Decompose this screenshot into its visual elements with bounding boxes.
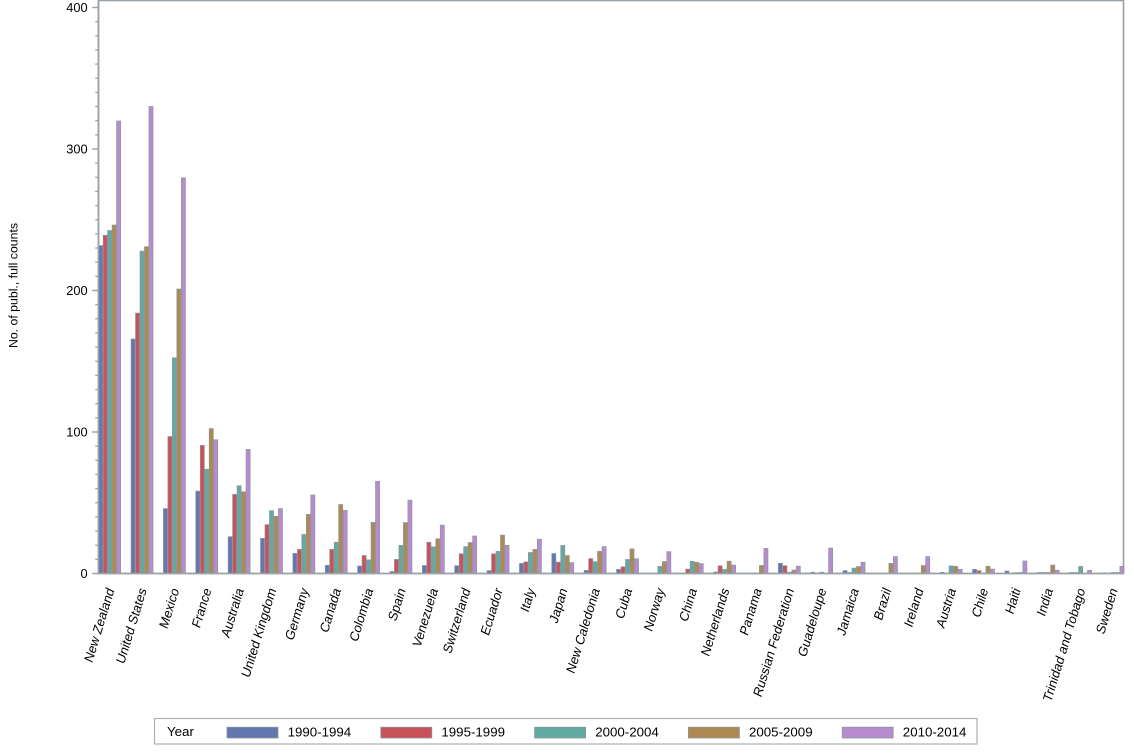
svg-text:1995-1999: 1995-1999 xyxy=(441,725,505,740)
svg-text:400: 400 xyxy=(66,0,87,15)
svg-text:2005-2009: 2005-2009 xyxy=(749,725,813,740)
svg-text:1990-1994: 1990-1994 xyxy=(288,725,352,740)
svg-text:Year: Year xyxy=(167,724,194,739)
svg-text:300: 300 xyxy=(66,142,87,157)
svg-text:200: 200 xyxy=(66,283,87,298)
svg-text:Italy: Italy xyxy=(517,585,538,615)
svg-text:2000-2004: 2000-2004 xyxy=(595,725,659,740)
svg-text:2010-2014: 2010-2014 xyxy=(903,725,967,740)
svg-text:No. of publ., full counts: No. of publ., full counts xyxy=(6,223,20,348)
svg-text:Haiti: Haiti xyxy=(1002,585,1023,616)
svg-text:100: 100 xyxy=(66,425,87,440)
svg-text:0: 0 xyxy=(80,566,87,581)
